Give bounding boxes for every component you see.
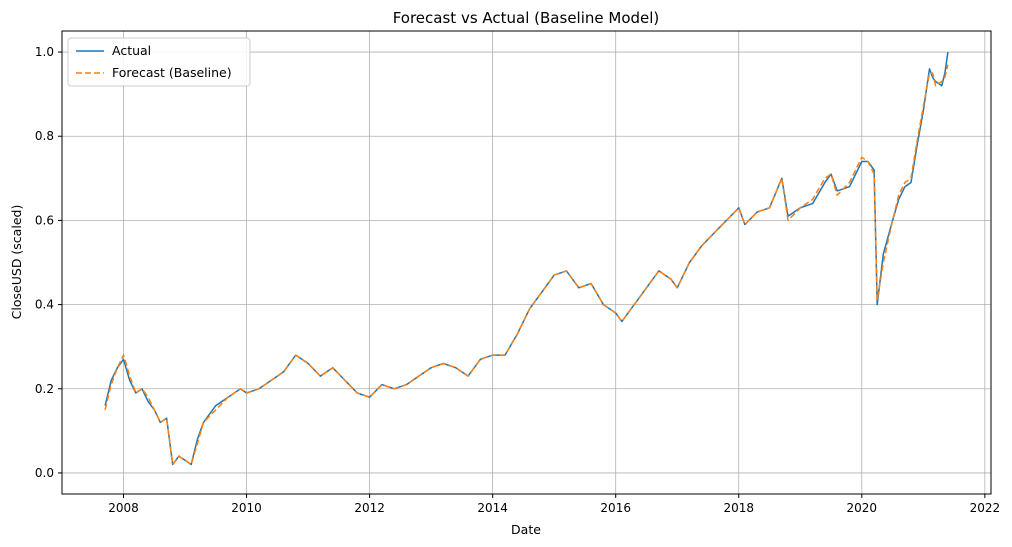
x-tick-label: 2012 (354, 501, 385, 515)
y-tick-label: 1.0 (35, 45, 54, 59)
legend: Actual Forecast (Baseline) (67, 37, 251, 87)
legend-label-forecast: Forecast (Baseline) (112, 65, 232, 80)
x-tick-label: 2016 (600, 501, 631, 515)
y-tick-label: 0.4 (35, 298, 54, 312)
y-tick-label: 0.6 (35, 213, 54, 227)
chart-title: Forecast vs Actual (Baseline Model) (393, 9, 660, 27)
legend-box (67, 37, 251, 87)
x-tick-label: 2008 (108, 501, 139, 515)
x-tick-label: 2022 (970, 501, 1001, 515)
x-tick-label: 2020 (847, 501, 878, 515)
y-axis-label: CloseUSD (scaled) (9, 205, 24, 320)
x-tick-label: 2018 (723, 501, 754, 515)
x-axis-label: Date (511, 522, 541, 537)
grid (62, 31, 991, 494)
y-tick-label: 0.8 (35, 129, 54, 143)
plot-area-frame (61, 30, 992, 495)
x-tick-label: 2014 (477, 501, 508, 515)
legend-label-actual: Actual (112, 43, 151, 58)
y-tick-label: 0.2 (35, 382, 54, 396)
series-lines (104, 51, 949, 466)
x-axis-ticks: 2008 2010 2012 2014 2016 2018 2020 2022 (108, 494, 1000, 515)
y-tick-label: 0.0 (35, 466, 54, 480)
x-tick-label: 2010 (231, 501, 262, 515)
series-line-forecast (104, 64, 949, 466)
y-axis-ticks: 0.0 0.2 0.4 0.6 0.8 1.0 (35, 45, 62, 480)
